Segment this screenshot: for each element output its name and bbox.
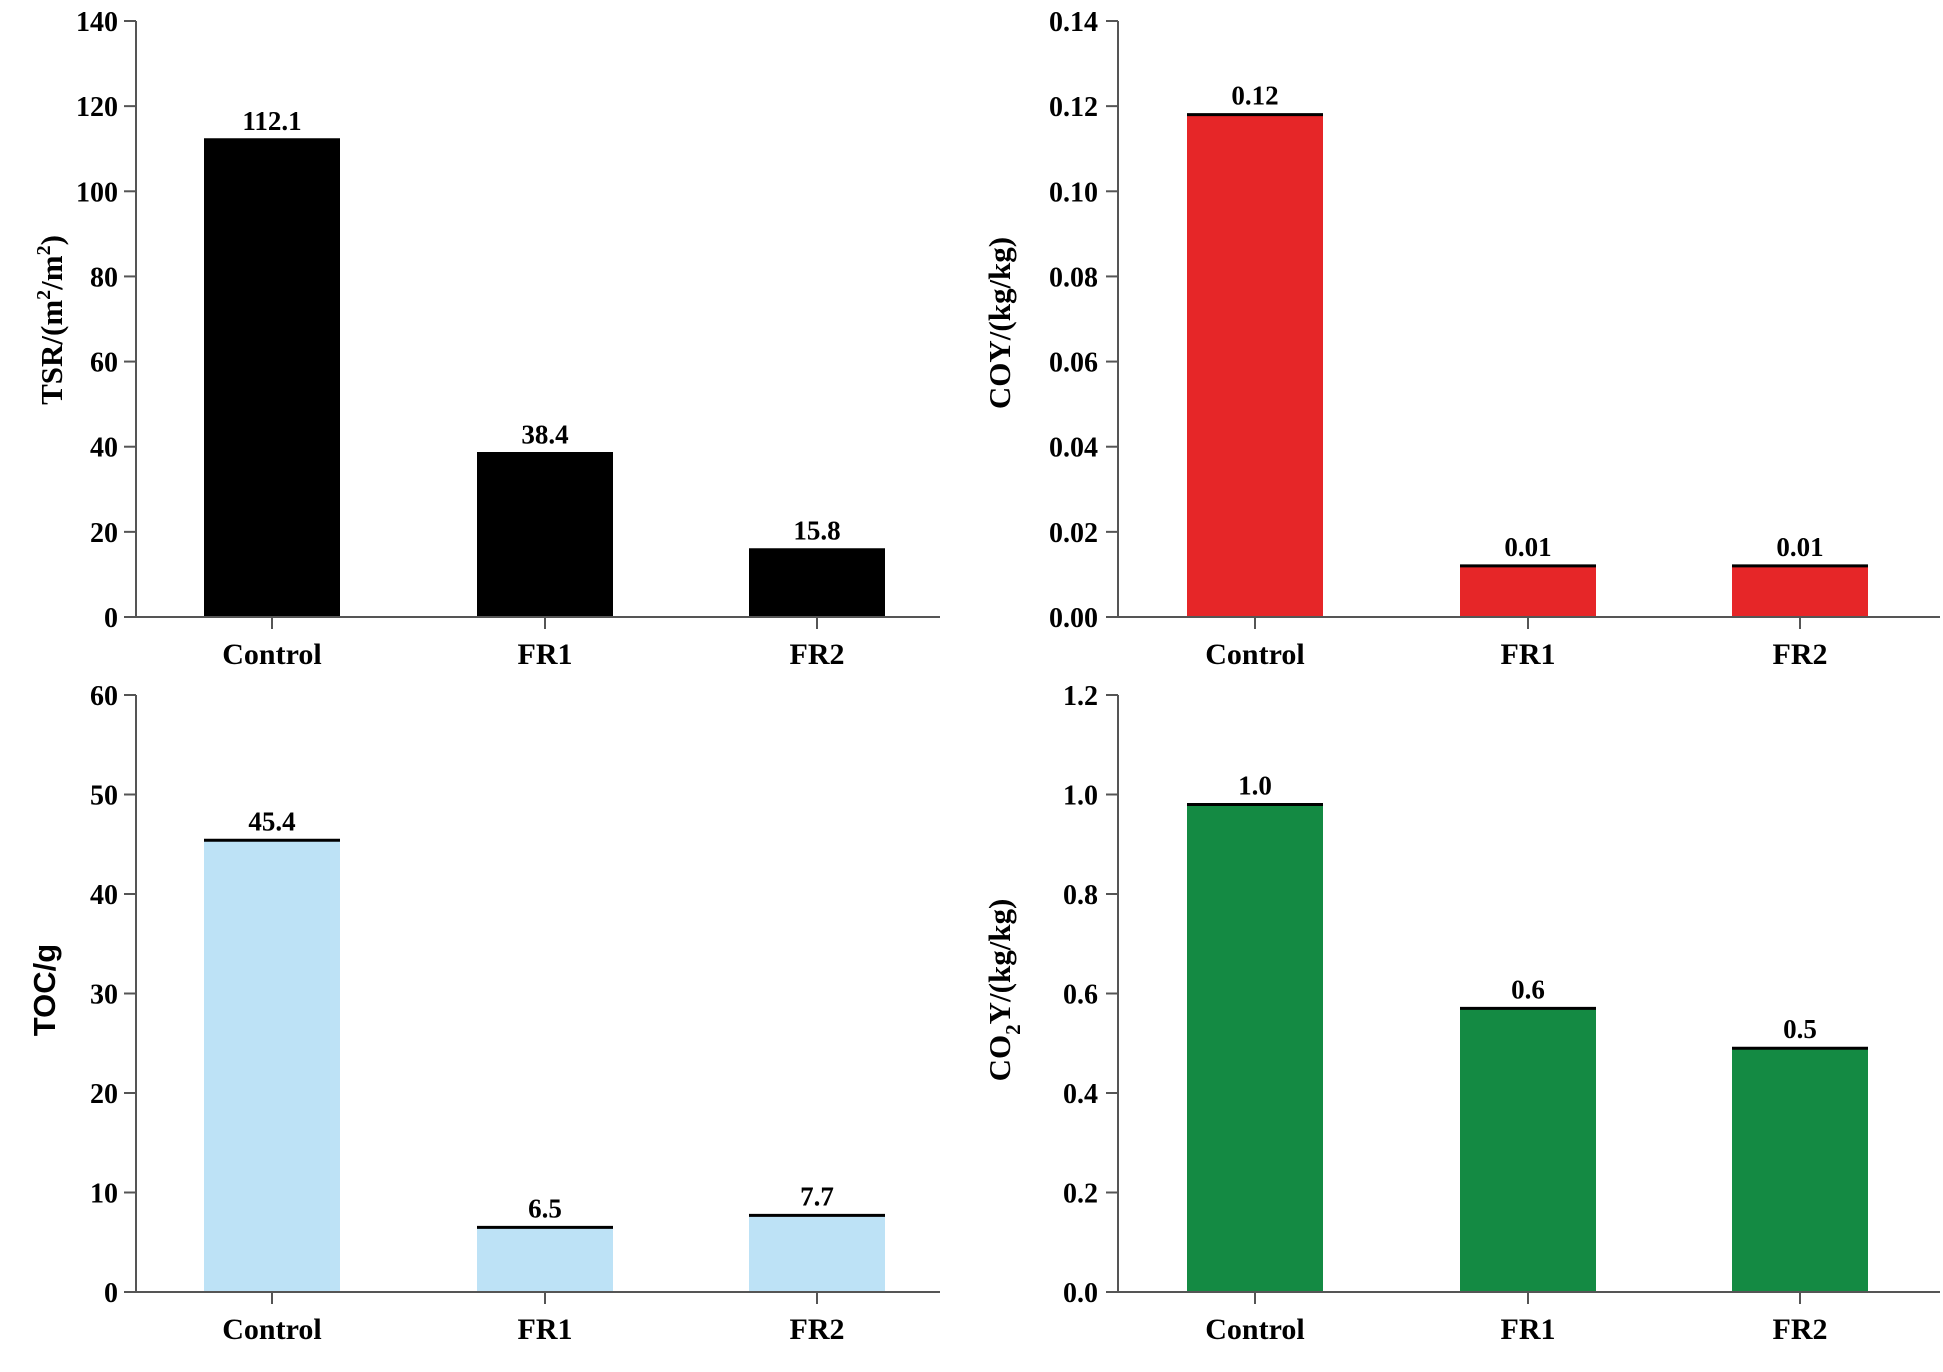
toc-category-label-control: Control <box>222 1313 321 1346</box>
coy-y-tick-label: 0.14 <box>1049 7 1098 38</box>
coy-data-label-fr2: 0.01 <box>1776 532 1823 562</box>
toc-bar-fr2 <box>749 1215 885 1292</box>
toc-chart-panel: TOC/g 45.4 6.5 7.7 0 10 20 30 40 50 60 Control FR1 F… <box>27 681 940 1346</box>
co2y-bar-fr1 <box>1460 1008 1596 1292</box>
co2y-y-tick-label: 0.8 <box>1063 880 1098 911</box>
tsr-y-tick-label: 40 <box>90 433 118 464</box>
coy-y-tick-label: 0.10 <box>1049 177 1098 208</box>
toc-y-tick-label: 50 <box>90 781 118 812</box>
tsr-category-label-control: Control <box>222 638 321 671</box>
toc-data-label-fr2: 7.7 <box>800 1181 834 1211</box>
tsr-bar-fr2 <box>749 549 885 617</box>
tsr-data-label-control: 112.1 <box>242 106 301 136</box>
tsr-chart-panel: TSR/(m2/m2) 112.1 38.4 15.8 0 20 40 60 80 100 120… <box>33 7 940 671</box>
coy-chart-panel: COY/(kg/kg) 0.12 0.01 0.01 0.00 0.02 0.04 0.06… <box>982 7 1940 671</box>
co2y-y-tick-label: 0.4 <box>1063 1079 1098 1110</box>
coy-bar-fr1 <box>1460 565 1596 617</box>
coy-data-label-control: 0.12 <box>1231 81 1278 111</box>
toc-y-tick-label: 20 <box>90 1079 118 1110</box>
tsr-y-tick-label: 100 <box>76 177 118 208</box>
toc-y-tick-label: 10 <box>90 1179 118 1210</box>
co2y-category-label-fr1: FR1 <box>1501 1313 1556 1346</box>
co2y-y-tick-label: 1.0 <box>1063 781 1098 812</box>
tsr-y-axis-title: TSR/(m2/m2) <box>33 235 69 405</box>
tsr-bar-control <box>204 139 340 617</box>
co2y-y-tick-label: 1.2 <box>1063 681 1098 712</box>
toc-bar-control <box>204 840 340 1292</box>
co2y-category-label-fr2: FR2 <box>1773 1313 1828 1346</box>
tsr-data-label-fr2: 15.8 <box>793 516 840 546</box>
co2y-y-axis-title: CO2Y/(kg/kg) <box>982 899 1025 1082</box>
toc-category-label-fr1: FR1 <box>518 1313 573 1346</box>
toc-data-label-fr1: 6.5 <box>528 1193 562 1223</box>
tsr-category-label-fr1: FR1 <box>518 638 573 671</box>
coy-bar-control <box>1187 114 1323 618</box>
coy-y-tick-label: 0.00 <box>1049 603 1098 634</box>
co2y-category-label-control: Control <box>1205 1313 1304 1346</box>
toc-y-tick-label: 40 <box>90 880 118 911</box>
coy-y-tick-label: 0.12 <box>1049 92 1098 123</box>
coy-category-label-fr2: FR2 <box>1773 638 1828 671</box>
toc-y-tick-label: 30 <box>90 980 118 1011</box>
coy-y-tick-label: 0.08 <box>1049 262 1098 293</box>
tsr-y-tick-label: 120 <box>76 92 118 123</box>
tsr-y-tick-label: 20 <box>90 518 118 549</box>
co2y-bar-fr2 <box>1732 1048 1868 1292</box>
toc-y-tick-label: 0 <box>104 1278 118 1309</box>
toc-y-tick-label: 60 <box>90 681 118 712</box>
co2y-data-label-fr1: 0.6 <box>1511 974 1545 1004</box>
tsr-category-label-fr2: FR2 <box>790 638 845 671</box>
coy-category-label-fr1: FR1 <box>1501 638 1556 671</box>
coy-y-tick-label: 0.02 <box>1049 518 1098 549</box>
tsr-y-tick-label: 60 <box>90 348 118 379</box>
coy-y-tick-label: 0.06 <box>1049 348 1098 379</box>
toc-bar-fr1 <box>477 1227 613 1292</box>
co2y-data-label-control: 1.0 <box>1238 770 1272 800</box>
toc-category-label-fr2: FR2 <box>790 1313 845 1346</box>
tsr-y-tick-label: 80 <box>90 262 118 293</box>
co2y-y-tick-label: 0.6 <box>1063 980 1098 1011</box>
coy-category-label-control: Control <box>1205 638 1304 671</box>
coy-data-label-fr1: 0.01 <box>1504 532 1551 562</box>
coy-y-axis-title: COY/(kg/kg) <box>982 237 1017 409</box>
coy-y-tick-label: 0.04 <box>1049 433 1098 464</box>
toc-y-axis-title: TOC/g <box>27 944 62 1036</box>
tsr-bar-fr1 <box>477 453 613 617</box>
co2y-bar-control <box>1187 804 1323 1292</box>
co2y-y-tick-label: 0.0 <box>1063 1278 1098 1309</box>
tsr-y-tick-label: 140 <box>76 7 118 38</box>
tsr-data-label-fr1: 38.4 <box>521 420 568 450</box>
tsr-y-tick-label: 0 <box>104 603 118 634</box>
toc-data-label-control: 45.4 <box>248 806 295 836</box>
co2y-y-tick-label: 0.2 <box>1063 1179 1098 1210</box>
coy-bar-fr2 <box>1732 565 1868 617</box>
co2y-data-label-fr2: 0.5 <box>1783 1014 1817 1044</box>
co2y-chart-panel: CO2Y/(kg/kg) 1.0 0.6 0.5 0.0 0.2 0.4 0.6 0.8 1.0… <box>982 681 1940 1346</box>
